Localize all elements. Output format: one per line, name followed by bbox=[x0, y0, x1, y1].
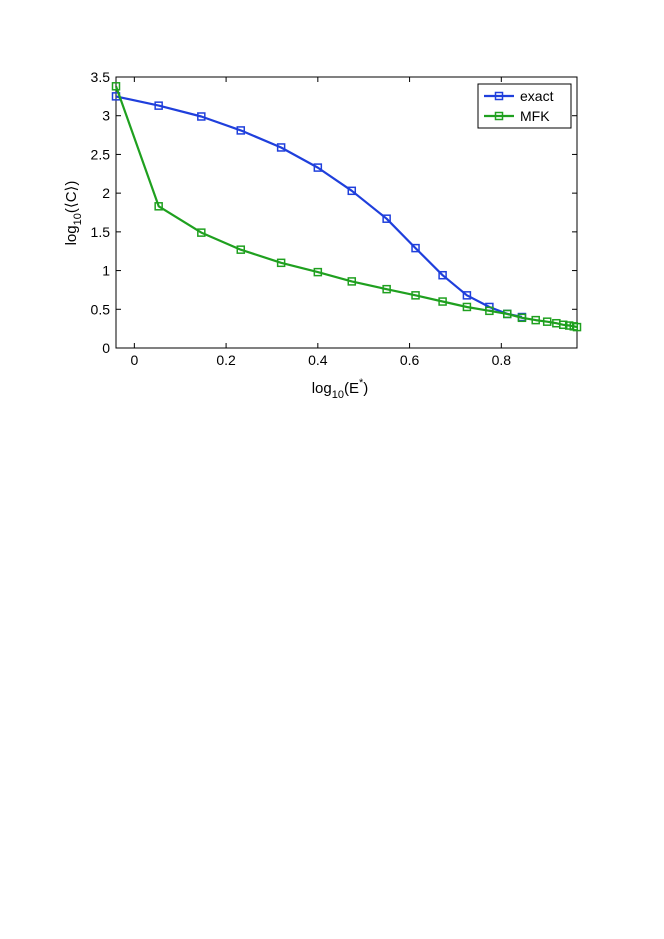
plot-frame bbox=[115, 76, 578, 349]
x-tick-label: 0 bbox=[130, 352, 138, 368]
y-tick-label: 3.5 bbox=[91, 69, 111, 85]
data-point bbox=[382, 284, 391, 294]
data-point bbox=[236, 245, 246, 254]
data-point bbox=[313, 267, 323, 277]
series-exact bbox=[111, 92, 527, 322]
y-tick-label: 1 bbox=[102, 263, 110, 279]
legend-label: exact bbox=[520, 88, 554, 104]
x-axis-label: log10(E*) bbox=[312, 377, 369, 401]
series-group bbox=[111, 82, 582, 332]
y-tick-label: 0 bbox=[102, 340, 110, 356]
legend-box bbox=[477, 83, 572, 129]
data-point bbox=[462, 302, 472, 312]
data-point bbox=[411, 291, 420, 300]
data-point bbox=[236, 126, 246, 135]
data-point bbox=[197, 112, 206, 121]
legend-label: MFK bbox=[520, 108, 550, 124]
y-tick-label: 2 bbox=[102, 185, 110, 201]
data-point bbox=[531, 315, 540, 325]
series-line bbox=[114, 85, 578, 329]
data-point bbox=[517, 313, 527, 323]
data-point bbox=[197, 228, 206, 237]
data-point bbox=[462, 291, 472, 300]
axes: 0 0.2 0.4 0.6 0.8 0 0.5 1 1.5 2 2.5 3 3.5 bbox=[91, 69, 578, 368]
data-point bbox=[347, 277, 357, 286]
legend-marker bbox=[494, 111, 504, 121]
y-axis-label: log10(⟨C⟩) bbox=[63, 181, 84, 246]
data-point bbox=[276, 258, 286, 268]
legend-item: MFK bbox=[484, 108, 550, 124]
series-line bbox=[115, 95, 523, 319]
legend-marker bbox=[494, 91, 504, 101]
data-point bbox=[564, 321, 574, 330]
x-tick-label: 0.8 bbox=[492, 352, 512, 368]
data-point bbox=[111, 82, 121, 91]
y-tick-label: 2.5 bbox=[91, 146, 111, 162]
data-point bbox=[154, 101, 163, 110]
data-point bbox=[276, 143, 286, 152]
data-point bbox=[485, 306, 494, 316]
data-point bbox=[411, 243, 420, 253]
x-tick-label: 0.4 bbox=[308, 352, 328, 368]
y-tick-label: 0.5 bbox=[91, 301, 111, 317]
y-tick-label: 1.5 bbox=[91, 224, 111, 240]
series-mfk bbox=[111, 82, 582, 332]
data-point bbox=[347, 186, 357, 196]
data-point bbox=[154, 202, 163, 211]
data-point bbox=[558, 320, 568, 330]
x-tick-label: 0.6 bbox=[400, 352, 420, 368]
data-point bbox=[313, 163, 323, 172]
y-tick-label: 3 bbox=[102, 108, 110, 124]
data-point bbox=[572, 322, 582, 332]
legend: exact MFK bbox=[477, 83, 572, 129]
data-point bbox=[503, 309, 512, 319]
data-point bbox=[438, 270, 447, 280]
data-point bbox=[542, 317, 552, 326]
data-point bbox=[438, 297, 447, 306]
x-tick-label: 0.2 bbox=[216, 352, 236, 368]
data-point bbox=[382, 214, 391, 223]
legend-item: exact bbox=[484, 88, 554, 104]
